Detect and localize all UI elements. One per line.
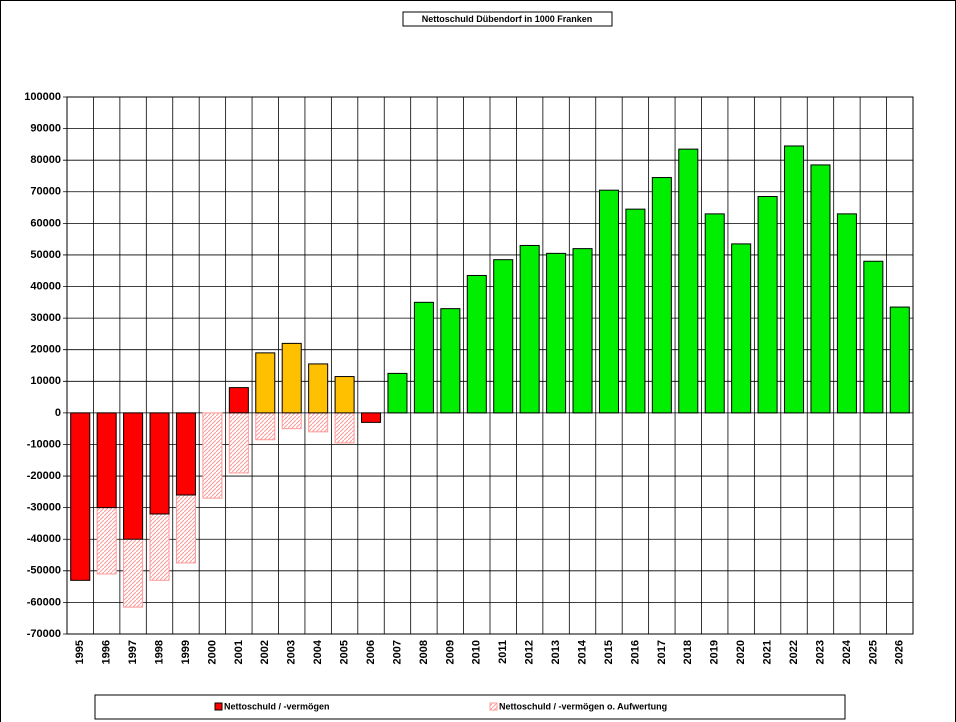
x-tick-label: 2005 — [339, 640, 351, 664]
x-tick-label: 2012 — [524, 640, 536, 664]
y-tick-label: -10000 — [27, 438, 61, 450]
x-tick-label: 2004 — [312, 639, 324, 664]
bar — [228, 412, 249, 474]
bar — [466, 274, 487, 414]
bar — [334, 376, 355, 414]
legend-label: Nettoschuld / -vermögen — [224, 701, 330, 711]
bar — [704, 213, 725, 414]
bar — [308, 363, 329, 414]
legend-swatch — [489, 702, 498, 711]
y-tick-label: 60000 — [30, 217, 61, 229]
y-tick-label: -50000 — [27, 565, 61, 577]
bar — [96, 412, 117, 509]
y-tick-label: -40000 — [27, 533, 61, 545]
x-tick-label: 1995 — [74, 640, 86, 664]
x-tick-label: 2019 — [709, 640, 721, 664]
bar — [123, 412, 144, 540]
bar — [281, 412, 302, 430]
x-tick-label: 2000 — [206, 640, 218, 664]
y-tick-label: -30000 — [27, 502, 61, 514]
x-tick-label: 2015 — [603, 640, 615, 664]
y-tick-label: 100000 — [24, 91, 61, 103]
bar — [651, 177, 672, 414]
bar — [281, 342, 302, 414]
bar — [546, 252, 567, 414]
bar — [757, 196, 778, 414]
x-tick-label: 1997 — [127, 640, 139, 664]
y-tick-label: 80000 — [30, 154, 61, 166]
x-tick-label: 2001 — [233, 640, 245, 664]
x-tick-label: 2011 — [497, 640, 509, 664]
bar — [731, 243, 752, 414]
x-tick-label: 2007 — [391, 640, 403, 664]
bar — [334, 412, 355, 444]
x-tick-label: 1996 — [101, 640, 113, 664]
bar — [413, 301, 434, 414]
bar — [810, 164, 831, 414]
bar — [255, 352, 276, 414]
x-tick-label: 2016 — [629, 640, 641, 664]
x-tick-label: 2023 — [814, 640, 826, 664]
x-tick-label: 2013 — [550, 640, 562, 664]
bar — [308, 412, 329, 433]
y-tick-label: -60000 — [27, 596, 61, 608]
bar — [678, 148, 699, 414]
bar — [493, 259, 514, 414]
x-tick-label: 2010 — [471, 640, 483, 664]
bar — [889, 306, 910, 414]
legend-box — [94, 694, 846, 720]
x-tick-label: 2024 — [841, 639, 853, 664]
x-tick-label: 2026 — [894, 640, 906, 664]
bar — [228, 387, 249, 414]
bar — [149, 412, 170, 515]
y-tick-label: 90000 — [30, 122, 61, 134]
y-tick-label: 10000 — [30, 375, 61, 387]
y-tick-label: 30000 — [30, 312, 61, 324]
x-tick-label: 2022 — [788, 640, 800, 664]
x-tick-label: 2021 — [762, 640, 774, 664]
x-tick-label: 1998 — [153, 640, 165, 664]
bar — [598, 189, 619, 414]
chart-title: Nettoschuld Dübendorf in 1000 Franken — [422, 14, 593, 24]
bar — [202, 412, 223, 499]
y-tick-label: -70000 — [27, 628, 61, 640]
bar — [836, 213, 857, 414]
x-tick-label: 2002 — [259, 640, 271, 664]
bar — [70, 412, 91, 581]
title-box — [402, 11, 613, 27]
x-tick-label: 1999 — [180, 640, 192, 664]
x-tick-label: 2014 — [576, 639, 588, 664]
y-tick-label: 0 — [55, 407, 61, 419]
y-tick-label: 70000 — [30, 186, 61, 198]
x-tick-label: 2018 — [682, 640, 694, 664]
bar — [440, 308, 461, 414]
bar — [255, 412, 276, 441]
y-tick-label: 20000 — [30, 344, 61, 356]
x-tick-label: 2003 — [286, 640, 298, 664]
x-tick-label: 2008 — [418, 640, 430, 664]
y-tick-label: -20000 — [27, 470, 61, 482]
bar — [387, 372, 408, 414]
x-tick-label: 2009 — [444, 640, 456, 664]
y-tick-label: 40000 — [30, 280, 61, 292]
bar — [361, 412, 382, 423]
y-tick-label: 50000 — [30, 249, 61, 261]
legend-label: Nettoschuld / -vermögen o. Aufwertung — [499, 701, 667, 711]
bar — [625, 208, 646, 414]
bar — [519, 244, 540, 414]
legend-swatch — [214, 702, 223, 711]
x-tick-label: 2017 — [656, 640, 668, 664]
bar — [175, 412, 196, 496]
x-tick-label: 2025 — [867, 640, 879, 664]
bar — [784, 145, 805, 414]
bar — [863, 260, 884, 414]
x-tick-label: 2020 — [735, 640, 747, 664]
x-tick-label: 2006 — [365, 640, 377, 664]
bar — [572, 248, 593, 414]
